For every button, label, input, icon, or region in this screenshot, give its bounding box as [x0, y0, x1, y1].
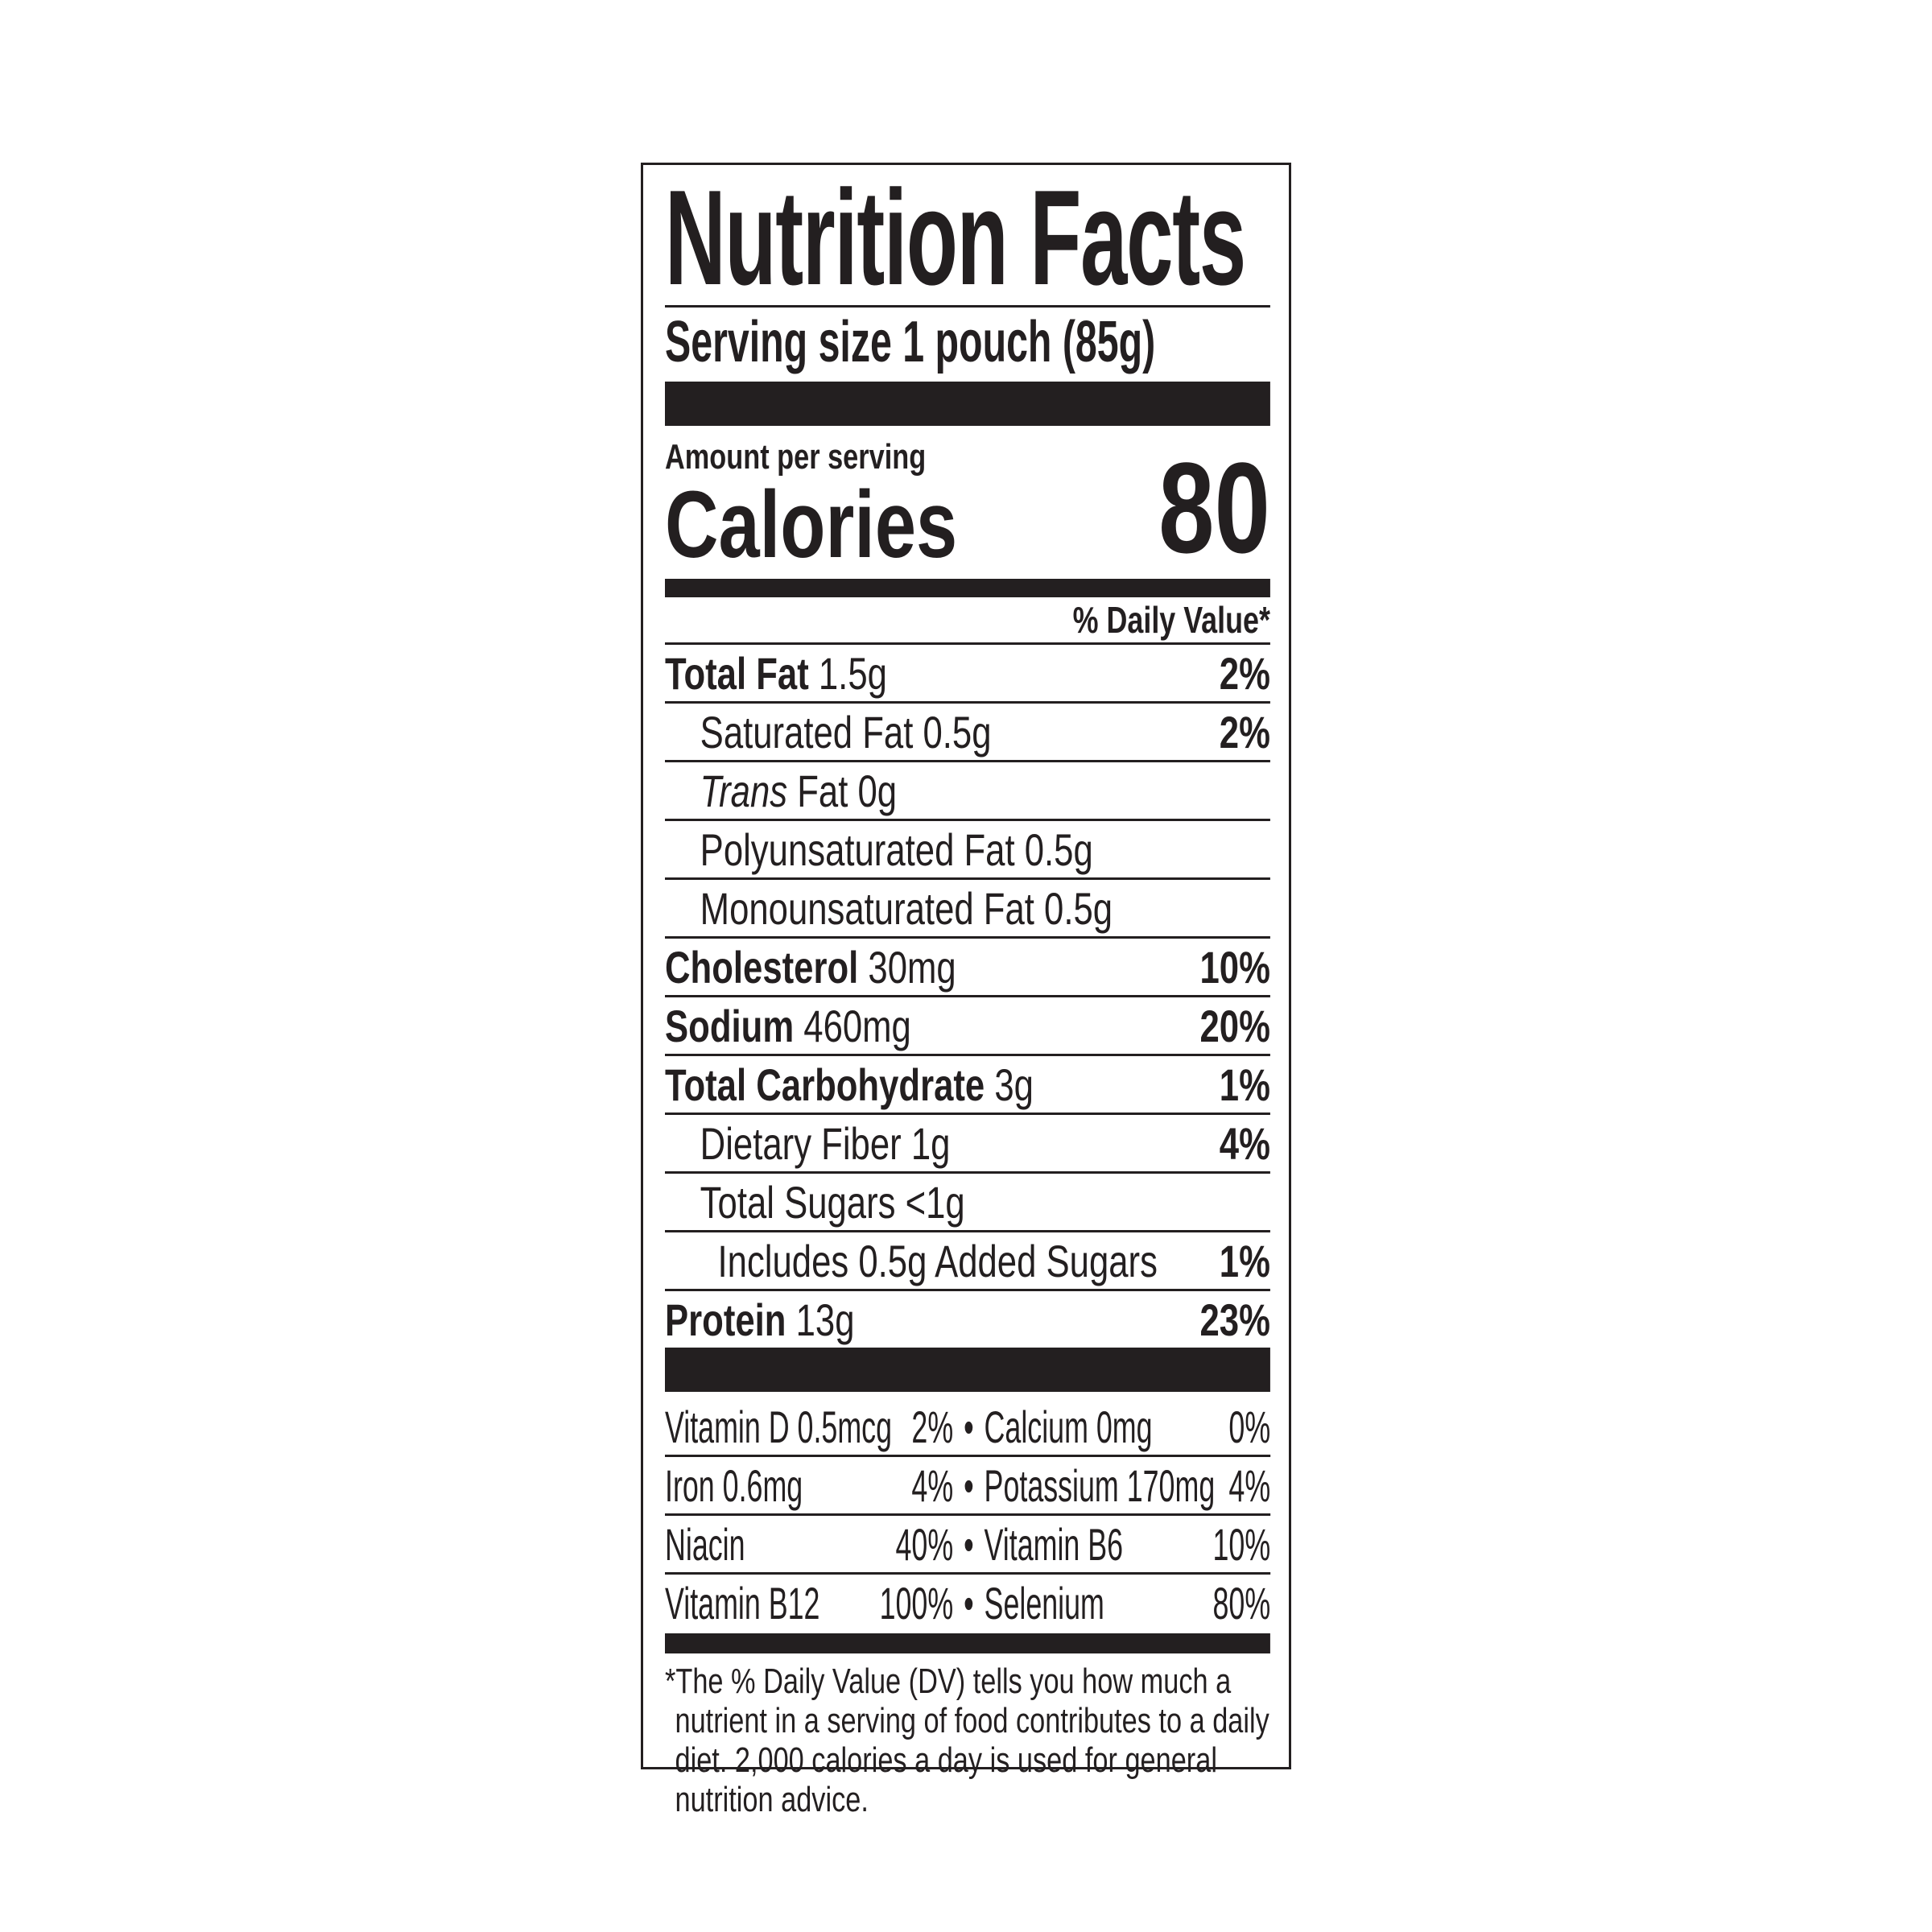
nutrition-facts-label: Nutrition Facts Serving size 1 pouch (85…: [641, 162, 1291, 1819]
calories-row: Amount per serving Calories 80: [665, 437, 1270, 572]
bullet-icon: •: [964, 1401, 974, 1452]
daily-value-header: % Daily Value*: [1072, 599, 1270, 641]
vitamin-row: Vitamin B12 100% • Selenium 80%: [665, 1572, 1271, 1631]
bullet-icon: •: [964, 1518, 974, 1570]
calories-label: Calories: [665, 472, 958, 578]
footnote: *The % Daily Value (DV) tells you how mu…: [665, 1662, 1269, 1819]
nutrient-row-cholesterol: Cholesterol 30mg 10%: [665, 936, 1270, 995]
thick-divider: [665, 1348, 1270, 1392]
thick-divider: [665, 382, 1270, 426]
nutrient-row-total-sugars: Total Sugars <1g: [665, 1171, 1270, 1230]
nutrient-row-added-sugars: Includes 0.5g Added Sugars 1%: [665, 1230, 1270, 1289]
bullet-icon: •: [964, 1577, 974, 1629]
vitamin-row: Vitamin D 0.5mcg 2% • Calcium 0mg 0%: [665, 1401, 1271, 1452]
divider: [665, 305, 1270, 308]
amount-per-serving: Amount per serving: [665, 437, 927, 477]
serving-size: Serving size 1 pouch (85g): [665, 310, 1156, 374]
nutrient-row-dietary-fiber: Dietary Fiber 1g 4%: [665, 1113, 1270, 1171]
nutrient-row-monounsaturated-fat: Monounsaturated Fat 0.5g: [665, 877, 1270, 936]
nutrient-row-polyunsaturated-fat: Polyunsaturated Fat 0.5g: [665, 819, 1270, 877]
nutrient-row-total-carbohydrate: Total Carbohydrate 3g 1%: [665, 1054, 1270, 1113]
nutrient-row-saturated-fat: Saturated Fat 0.5g 2%: [665, 701, 1270, 760]
bullet-icon: •: [964, 1459, 974, 1511]
calories-value: 80: [1158, 436, 1270, 580]
nutrient-row-protein: Protein 13g 23%: [665, 1289, 1270, 1348]
vitamins-section: Vitamin D 0.5mcg 2% • Calcium 0mg 0% Iron 0.…: [665, 1398, 1271, 1631]
nutrient-row-total-fat: Total Fat 1.5g 2%: [665, 642, 1270, 701]
vitamin-row: Niacin 40% • Vitamin B6 10%: [665, 1513, 1271, 1572]
medium-divider: [665, 1633, 1270, 1653]
label-title: Nutrition Facts: [665, 162, 1246, 313]
medium-divider: [665, 579, 1270, 597]
vitamin-row: Iron 0.6mg 4% • Potassium 170mg 4%: [665, 1455, 1271, 1513]
nutrient-row-sodium: Sodium 460mg 20%: [665, 995, 1270, 1054]
nutrient-row-trans-fat: Trans Fat 0g: [665, 760, 1270, 819]
